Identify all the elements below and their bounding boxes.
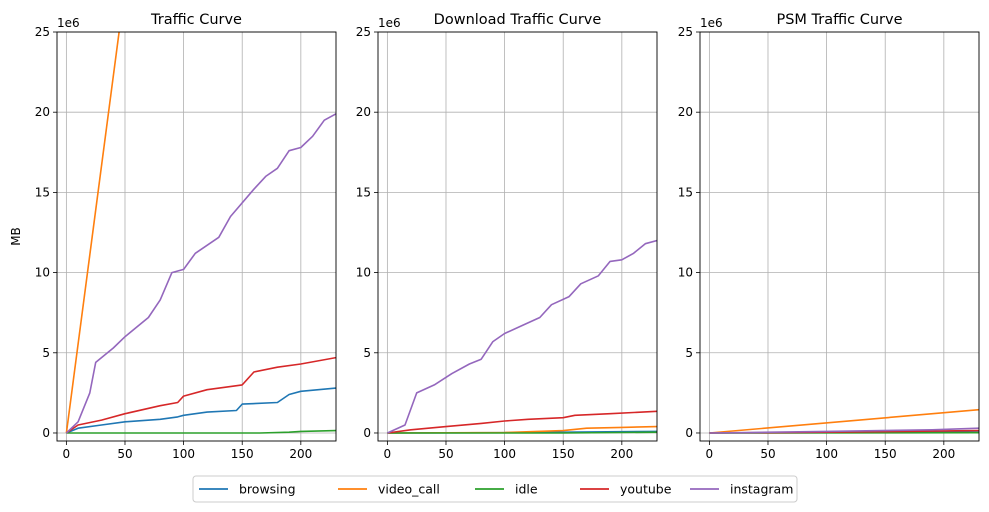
chart-title: Traffic Curve: [150, 12, 242, 28]
y-tick-label: 15: [678, 185, 693, 199]
series-line-instagram: [65, 113, 336, 434]
x-tick-label: 0: [384, 447, 392, 461]
series-line-video-call: [65, 32, 120, 434]
y-tick-label: 0: [42, 426, 50, 440]
legend: browsing video_call idle youtube instagram: [192, 475, 798, 503]
x-tick-label: 200: [289, 447, 312, 461]
y-tick-label: 10: [356, 266, 371, 280]
series-line-video-call: [709, 408, 979, 434]
x-tick-label: 50: [760, 447, 775, 461]
series-line-idle: [66, 429, 336, 434]
y-tick-label: 20: [356, 105, 371, 119]
x-tick-label: 0: [706, 447, 714, 461]
chart-panel-2: 0 50 100 150 200 0 5 10 15 20 25 1e6 Download Traffi…: [356, 12, 658, 461]
y-tick-label: 0: [685, 426, 693, 440]
legend-label-instagram: instagram: [730, 482, 793, 497]
legend-label-idle: idle: [515, 482, 538, 497]
y-offset-text: 1e6: [700, 16, 723, 30]
y-tick-label: 0: [363, 426, 371, 440]
x-tick-label: 100: [493, 447, 516, 461]
y-tick-label: 25: [35, 25, 50, 39]
y-tick-label: 25: [356, 25, 371, 39]
x-tick-label: 150: [552, 447, 575, 461]
series-line-instagram: [387, 239, 657, 434]
y-tick-label: 5: [685, 346, 693, 360]
series-line-youtube: [65, 356, 336, 434]
x-tick-label: 50: [117, 447, 132, 461]
legend-label-video-call: video_call: [378, 482, 440, 497]
y-tick-label: 25: [678, 25, 693, 39]
x-tick-label: 200: [610, 447, 633, 461]
x-tick-label: 100: [172, 447, 195, 461]
y-tick-label: 20: [35, 105, 50, 119]
legend-label-browsing: browsing: [239, 482, 296, 497]
series-line-youtube: [387, 410, 657, 434]
axes-frame: [377, 31, 658, 442]
x-tick-label: 200: [932, 447, 955, 461]
chart-title: Download Traffic Curve: [434, 12, 602, 28]
x-tick-label: 100: [815, 447, 838, 461]
y-tick-label: 5: [42, 346, 50, 360]
axes-frame: [699, 31, 980, 442]
series-line-instagram: [709, 427, 979, 434]
y-tick-label: 10: [678, 266, 693, 280]
series-line-browsing: [66, 387, 336, 434]
x-tick-label: 50: [438, 447, 453, 461]
y-offset-text: 1e6: [378, 16, 401, 30]
y-tick-label: 20: [678, 105, 693, 119]
x-tick-label: 150: [874, 447, 897, 461]
axes-frame: [56, 31, 337, 442]
legend-label-youtube: youtube: [620, 482, 672, 497]
y-tick-label: 5: [363, 346, 371, 360]
x-tick-label: 150: [231, 447, 254, 461]
chart-title: PSM Traffic Curve: [776, 12, 902, 28]
chart-panel-1: 0 50 100 150 200 0 5 10 15 20 25 1e6 Traffic Curve MB: [9, 12, 337, 461]
series-line-idle: [387, 431, 657, 434]
x-tick-label: 0: [63, 447, 71, 461]
y-tick-label: 15: [35, 185, 50, 199]
y-offset-text: 1e6: [57, 16, 80, 30]
y-tick-label: 10: [35, 266, 50, 280]
y-tick-label: 15: [356, 185, 371, 199]
chart-panel-3: 0 50 100 150 200 0 5 10 15 20 25 1e6 PSM Traffic Cur…: [678, 12, 980, 461]
y-axis-label: MB: [9, 227, 23, 246]
